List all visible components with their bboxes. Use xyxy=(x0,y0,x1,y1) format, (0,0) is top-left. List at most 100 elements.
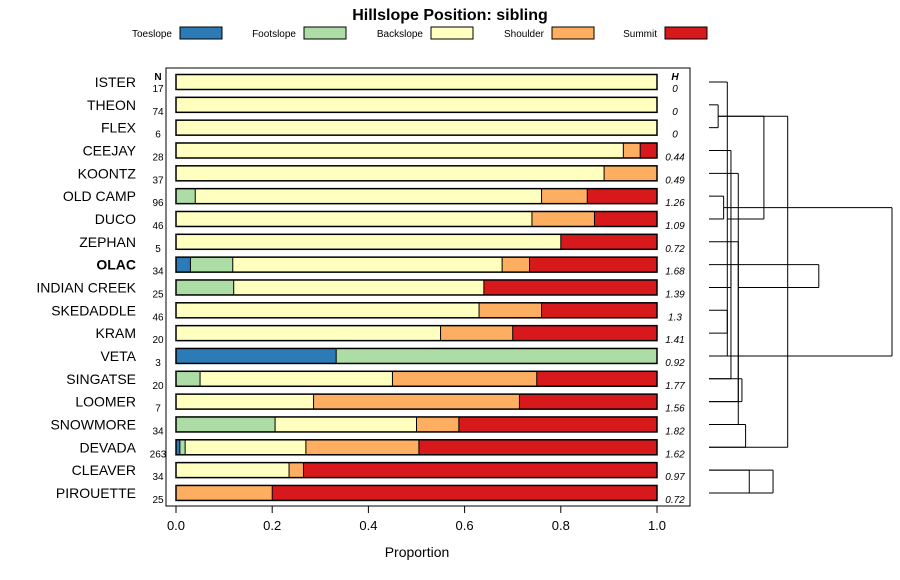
bar-segment-shoulder xyxy=(604,165,657,181)
row-label: KRAM xyxy=(96,325,136,341)
x-tick-label: 0.2 xyxy=(263,518,281,533)
row-n-value: 74 xyxy=(152,107,164,118)
row-label: SNOWMORE xyxy=(50,416,136,432)
row-label: CEEJAY xyxy=(83,142,137,158)
row-n-value: 25 xyxy=(152,289,164,300)
bar-segment-backslope xyxy=(176,142,624,158)
row-n-value: 5 xyxy=(155,244,161,255)
bar-segment-footslope xyxy=(190,257,233,273)
bar-outline xyxy=(175,119,658,136)
bar-segment-summit xyxy=(560,234,657,250)
row-ceejay: CEEJAY 28 0.44 xyxy=(83,142,685,163)
row-n-value: 25 xyxy=(152,495,164,506)
row-indian-creek: INDIAN CREEK 25 1.39 xyxy=(36,279,685,300)
row-h-value: 1.39 xyxy=(665,289,685,300)
row-label: FLEX xyxy=(101,120,137,136)
row-h-value: 1.26 xyxy=(665,198,685,209)
legend-swatch-shoulder xyxy=(551,26,595,40)
row-label: VETA xyxy=(100,348,136,364)
bar-segment-backslope xyxy=(176,165,605,181)
row-h-value: 0.72 xyxy=(665,244,685,255)
bar-segment-backslope xyxy=(232,257,503,273)
row-label: OLAC xyxy=(96,257,136,273)
row-label: INDIAN CREEK xyxy=(36,279,136,295)
row-label: ZEPHAN xyxy=(79,234,136,250)
row-h-value: 1.82 xyxy=(665,426,685,437)
row-n-value: 28 xyxy=(152,152,164,163)
bar-outline xyxy=(175,324,658,342)
row-n-value: 46 xyxy=(152,221,164,232)
row-devada: DEVADA 263 1.62 xyxy=(79,439,685,460)
bar-segment-backslope xyxy=(176,211,532,227)
bar-segment-summit xyxy=(587,188,657,204)
bar-segment-footslope xyxy=(179,439,186,455)
row-label: DUCO xyxy=(95,211,136,227)
bar-segment-summit xyxy=(536,371,657,387)
row-h-value: 0.97 xyxy=(665,472,685,483)
n-column-header: N xyxy=(154,72,161,83)
bar-segment-backslope xyxy=(176,394,314,410)
bar-segment-footslope xyxy=(336,348,657,364)
x-tick-label: 1.0 xyxy=(648,518,666,533)
row-n-value: 7 xyxy=(155,404,161,415)
legend-label-toeslope: Toeslope xyxy=(132,29,172,40)
row-loomer: LOOMER 7 1.56 xyxy=(75,393,685,415)
x-tick-label: 0.6 xyxy=(456,518,474,533)
row-skedaddle: SKEDADDLE 46 1.3 xyxy=(51,302,682,323)
bar-outline xyxy=(175,210,658,228)
bar-segment-summit xyxy=(529,257,657,273)
bar-segment-backslope xyxy=(176,302,480,318)
row-old-camp: OLD CAMP 96 1.26 xyxy=(63,187,685,209)
bar-segment-summit xyxy=(541,302,657,318)
bar-segment-shoulder xyxy=(416,416,459,432)
row-h-value: 1.09 xyxy=(665,221,685,232)
bar-segment-summit xyxy=(303,462,657,478)
bar-segment-shoulder xyxy=(313,394,520,410)
row-veta: VETA 3 0.92 xyxy=(100,347,685,369)
bar-outline xyxy=(175,370,658,388)
legend-label-shoulder: Shoulder xyxy=(504,29,545,40)
bar-outline xyxy=(175,439,658,456)
row-n-value: 96 xyxy=(152,198,164,209)
legend-swatch-footslope xyxy=(303,26,347,40)
row-ister: ISTER 17 0 xyxy=(95,73,678,95)
bar-segment-summit xyxy=(272,485,657,501)
row-zephan: ZEPHAN 5 0.72 xyxy=(79,233,685,255)
bar-segment-shoulder xyxy=(392,371,537,387)
row-label: DEVADA xyxy=(79,439,136,455)
bar-segment-shoulder xyxy=(305,439,419,455)
bar-segment-summit xyxy=(640,142,657,158)
bar-segment-shoulder xyxy=(623,142,641,158)
chart-legend: Toeslope Footslope Backslope Shoulder Summit xyxy=(132,26,708,40)
bar-segment-backslope xyxy=(185,439,306,455)
bar-segment-summit xyxy=(594,211,657,227)
dendrogram xyxy=(709,81,893,494)
row-label: OLD CAMP xyxy=(63,188,136,204)
x-tick-label: 0.8 xyxy=(552,518,570,533)
x-axis-label: Proportion xyxy=(385,544,450,560)
bar-segment-backslope xyxy=(195,188,542,204)
row-h-value: 0 xyxy=(672,84,678,95)
legend-label-footslope: Footslope xyxy=(252,29,296,40)
row-n-value: 20 xyxy=(152,381,164,392)
row-olac: OLAC 34 1.68 xyxy=(96,256,685,278)
row-koontz: KOONTZ 37 0.49 xyxy=(78,165,685,186)
bar-outline xyxy=(175,302,658,319)
row-h-value: 1.62 xyxy=(665,449,685,460)
row-n-value: 37 xyxy=(152,175,164,186)
row-h-value: 0.92 xyxy=(665,358,685,369)
row-label: KOONTZ xyxy=(78,165,137,181)
bar-segment-shoulder xyxy=(502,257,530,273)
row-pirouette: PIROUETTE 25 0.72 xyxy=(56,484,685,506)
bar-segment-shoulder xyxy=(479,302,542,318)
bar-segment-backslope xyxy=(176,74,657,90)
row-h-value: 0.49 xyxy=(665,175,685,186)
bar-outline xyxy=(175,165,658,182)
row-h-value: 1.68 xyxy=(665,267,685,278)
row-n-value: 34 xyxy=(152,267,164,278)
bar-segment-footslope xyxy=(176,279,234,295)
bar-segment-summit xyxy=(458,416,657,432)
bar-outline xyxy=(175,484,658,502)
bar-segment-backslope xyxy=(176,325,441,341)
bar-outline xyxy=(175,96,658,114)
